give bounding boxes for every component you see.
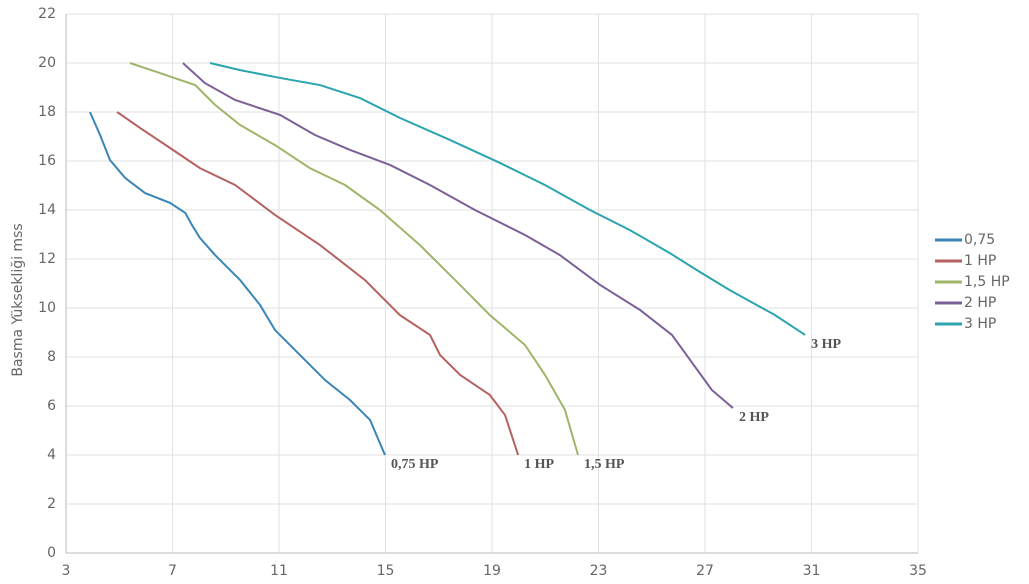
legend-label: 0,75 xyxy=(964,232,995,248)
x-tick-label: 35 xyxy=(909,563,927,579)
y-tick-label: 2 xyxy=(47,496,56,512)
x-tick-label: 27 xyxy=(696,563,714,579)
series-end-label: 0,75 HP xyxy=(391,457,439,472)
legend-label: 3 HP xyxy=(964,316,996,332)
x-tick-label: 19 xyxy=(483,563,501,579)
y-tick-label: 12 xyxy=(38,251,56,267)
legend-label: 1,5 HP xyxy=(964,274,1010,290)
series-line xyxy=(182,62,734,409)
y-tick-label: 14 xyxy=(38,202,56,218)
y-tick-label: 0 xyxy=(47,545,56,561)
series-line xyxy=(209,62,806,336)
y-axis-label: Basma Yüksekliği mss xyxy=(10,223,26,376)
legend-label: 2 HP xyxy=(964,295,996,311)
x-tick-label: 23 xyxy=(590,563,608,579)
x-tick-label: 31 xyxy=(803,563,821,579)
series-end-label: 1 HP xyxy=(524,457,554,472)
x-tick-label: 11 xyxy=(270,563,288,579)
y-tick-label: 8 xyxy=(47,349,56,365)
y-tick-label: 20 xyxy=(38,55,56,71)
x-tick-label: 3 xyxy=(62,563,71,579)
x-tick-label: 15 xyxy=(377,563,395,579)
series-end-label: 3 HP xyxy=(811,337,841,352)
y-tick-label: 4 xyxy=(47,447,56,463)
legend-label: 1 HP xyxy=(964,253,996,269)
y-tick-label: 18 xyxy=(38,104,56,120)
series-end-label: 1,5 HP xyxy=(584,457,625,472)
series-line xyxy=(129,62,579,456)
y-tick-label: 16 xyxy=(38,153,56,169)
y-tick-label: 22 xyxy=(38,6,56,22)
y-tick-label: 10 xyxy=(38,300,56,316)
x-tick-label: 7 xyxy=(168,563,177,579)
series-line xyxy=(116,111,520,456)
y-tick-label: 6 xyxy=(47,398,56,414)
series-end-label: 2 HP xyxy=(739,410,769,425)
series-line xyxy=(89,111,386,456)
